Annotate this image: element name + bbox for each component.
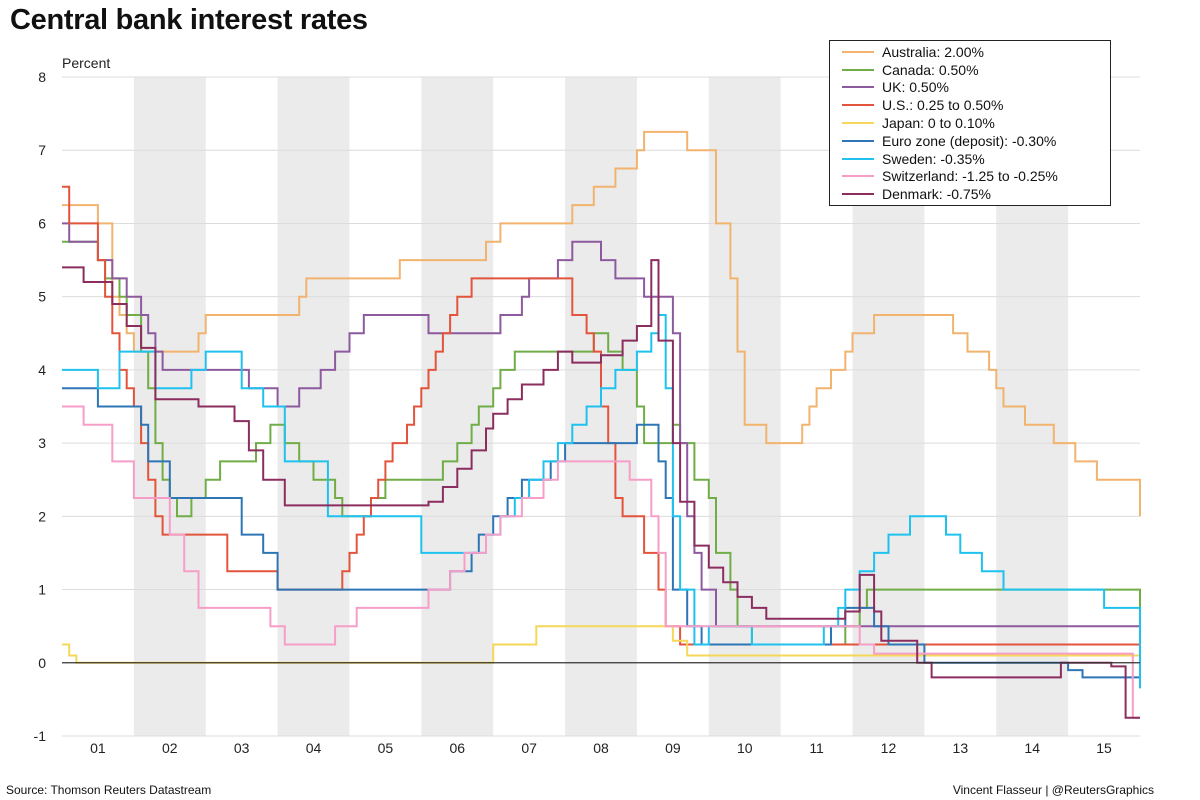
legend-label: Denmark: -0.75% xyxy=(882,186,991,203)
chart-title: Central bank interest rates xyxy=(10,4,368,36)
legend-swatch xyxy=(842,193,874,196)
legend-item: Switzerland: -1.25 to -0.25% xyxy=(830,168,1110,186)
y-tick-label: 6 xyxy=(38,215,46,231)
legend-label: Sweden: -0.35% xyxy=(882,150,985,167)
x-tick-label: 03 xyxy=(234,740,250,756)
legend-label: Canada: 0.50% xyxy=(882,61,979,78)
x-tick-label: 06 xyxy=(449,740,465,756)
x-tick-label: 11 xyxy=(809,740,824,756)
source-note: Source: Thomson Reuters Datastream xyxy=(6,783,212,797)
y-tick-label: 0 xyxy=(38,655,46,671)
y-tick-label: 2 xyxy=(38,508,46,524)
x-tick-label: 07 xyxy=(521,740,537,756)
legend-label: Japan: 0 to 0.10% xyxy=(882,115,995,132)
series-line-4 xyxy=(62,625,1140,664)
x-tick-label: 04 xyxy=(306,740,322,756)
y-tick-label: -1 xyxy=(34,728,47,744)
legend-label: UK: 0.50% xyxy=(882,79,949,96)
credit-note: Vincent Flasseur | @ReutersGraphics xyxy=(952,783,1154,797)
series-line-6 xyxy=(62,314,1141,689)
legend-item: Japan: 0 to 0.10% xyxy=(830,114,1110,132)
legend-label: Switzerland: -1.25 to -0.25% xyxy=(882,168,1058,185)
x-tick-label: 14 xyxy=(1024,740,1040,756)
series-lines xyxy=(62,130,1141,719)
x-tick-label: 15 xyxy=(1096,740,1112,756)
legend-item: U.S.: 0.25 to 0.50% xyxy=(830,96,1110,114)
series-line-7 xyxy=(62,405,1140,719)
x-tick-label: 09 xyxy=(665,740,681,756)
x-tick-label: 13 xyxy=(953,740,969,756)
y-tick-label: 7 xyxy=(38,142,46,158)
y-tick-label: 1 xyxy=(38,582,46,598)
x-tick-labels: 01 02 03 04 05 06 07 08 09 10 11 12 13 14 15 xyxy=(90,740,1112,756)
legend: Australia: 2.00% Canada: 0.50% UK: 0.50% U.… xyxy=(829,40,1111,206)
legend-item: Sweden: -0.35% xyxy=(830,150,1110,168)
legend-swatch xyxy=(842,157,874,160)
y-tick-label: 8 xyxy=(38,69,46,85)
y-tick-label: 4 xyxy=(38,362,46,378)
legend-label: Australia: 2.00% xyxy=(882,43,984,60)
x-tick-label: 05 xyxy=(378,740,394,756)
legend-label: U.S.: 0.25 to 0.50% xyxy=(882,97,1004,114)
y-axis-label: Percent xyxy=(62,55,110,71)
legend-swatch xyxy=(842,50,874,53)
y-tick-label: 5 xyxy=(38,289,46,305)
legend-swatch xyxy=(842,86,874,89)
legend-item: Australia: 2.00% xyxy=(830,43,1110,61)
legend-swatch xyxy=(842,68,874,71)
legend-item: UK: 0.50% xyxy=(830,79,1110,97)
legend-swatch xyxy=(842,139,874,142)
x-tick-label: 10 xyxy=(737,740,753,756)
series-line-0 xyxy=(62,130,1141,517)
shade-band-2002 xyxy=(133,77,206,736)
y-tick-label: 3 xyxy=(38,435,46,451)
x-tick-label: 08 xyxy=(593,740,609,756)
legend-label: Euro zone (deposit): -0.30% xyxy=(882,132,1057,149)
y-tick-labels: -1 0 1 2 3 4 5 6 7 8 xyxy=(34,69,47,744)
series-line-2 xyxy=(62,222,1140,628)
legend-item: Denmark: -0.75% xyxy=(830,185,1110,203)
x-tick-label: 02 xyxy=(162,740,178,756)
legend-swatch xyxy=(842,104,874,107)
legend-swatch xyxy=(842,175,874,178)
legend-item: Euro zone (deposit): -0.30% xyxy=(830,132,1110,150)
x-tick-label: 12 xyxy=(881,740,897,756)
series-line-8 xyxy=(62,259,1140,719)
x-tick-label: 01 xyxy=(90,740,106,756)
legend-item: Canada: 0.50% xyxy=(830,61,1110,79)
legend-swatch xyxy=(842,122,874,125)
